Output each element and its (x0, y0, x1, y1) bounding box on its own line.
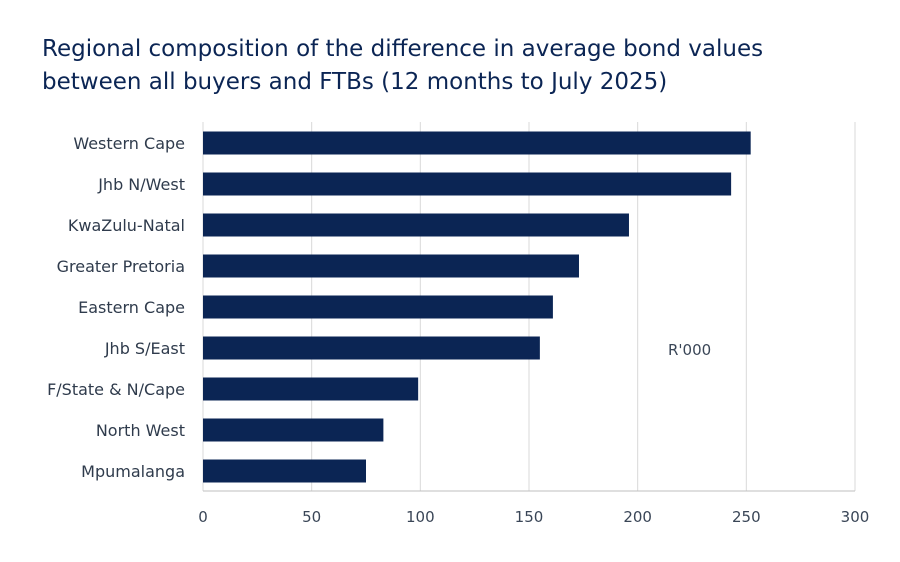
x-tick-label: 200 (623, 508, 652, 526)
category-label: Jhb S/East (104, 339, 185, 358)
category-label: KwaZulu-Natal (68, 216, 185, 235)
bar-jhb-s-east (203, 336, 540, 360)
x-tick-label: 0 (198, 508, 208, 526)
bar-eastern-cape (203, 295, 553, 319)
category-label: Greater Pretoria (57, 257, 185, 276)
bars (203, 131, 751, 483)
bar-greater-pretoria (203, 254, 579, 278)
x-tick-label: 300 (841, 508, 870, 526)
x-tick-label: 100 (406, 508, 435, 526)
bar-western-cape (203, 131, 751, 155)
unit-label: R'000 (668, 341, 711, 359)
category-label: Eastern Cape (78, 298, 185, 317)
x-tick-label: 250 (732, 508, 761, 526)
bar-jhb-n-west (203, 172, 732, 196)
category-label: Mpumalanga (81, 462, 185, 481)
x-axis-ticks: 0 50 100 150 200 250 300 (198, 508, 869, 526)
bar-mpumalanga (203, 459, 366, 483)
category-label: North West (96, 421, 185, 440)
category-label: Jhb N/West (97, 175, 185, 194)
category-label: F/State & N/Cape (47, 380, 185, 399)
bar-f-state-n-cape (203, 377, 419, 401)
x-tick-label: 50 (302, 508, 321, 526)
bar-kwazulu-natal (203, 213, 629, 237)
category-labels: Western Cape Jhb N/West KwaZulu-Natal Great… (47, 134, 185, 481)
bar-north-west (203, 418, 384, 442)
x-tick-label: 150 (515, 508, 544, 526)
chart-title: Regional composition of the difference i… (42, 36, 764, 95)
category-label: Western Cape (73, 134, 185, 153)
